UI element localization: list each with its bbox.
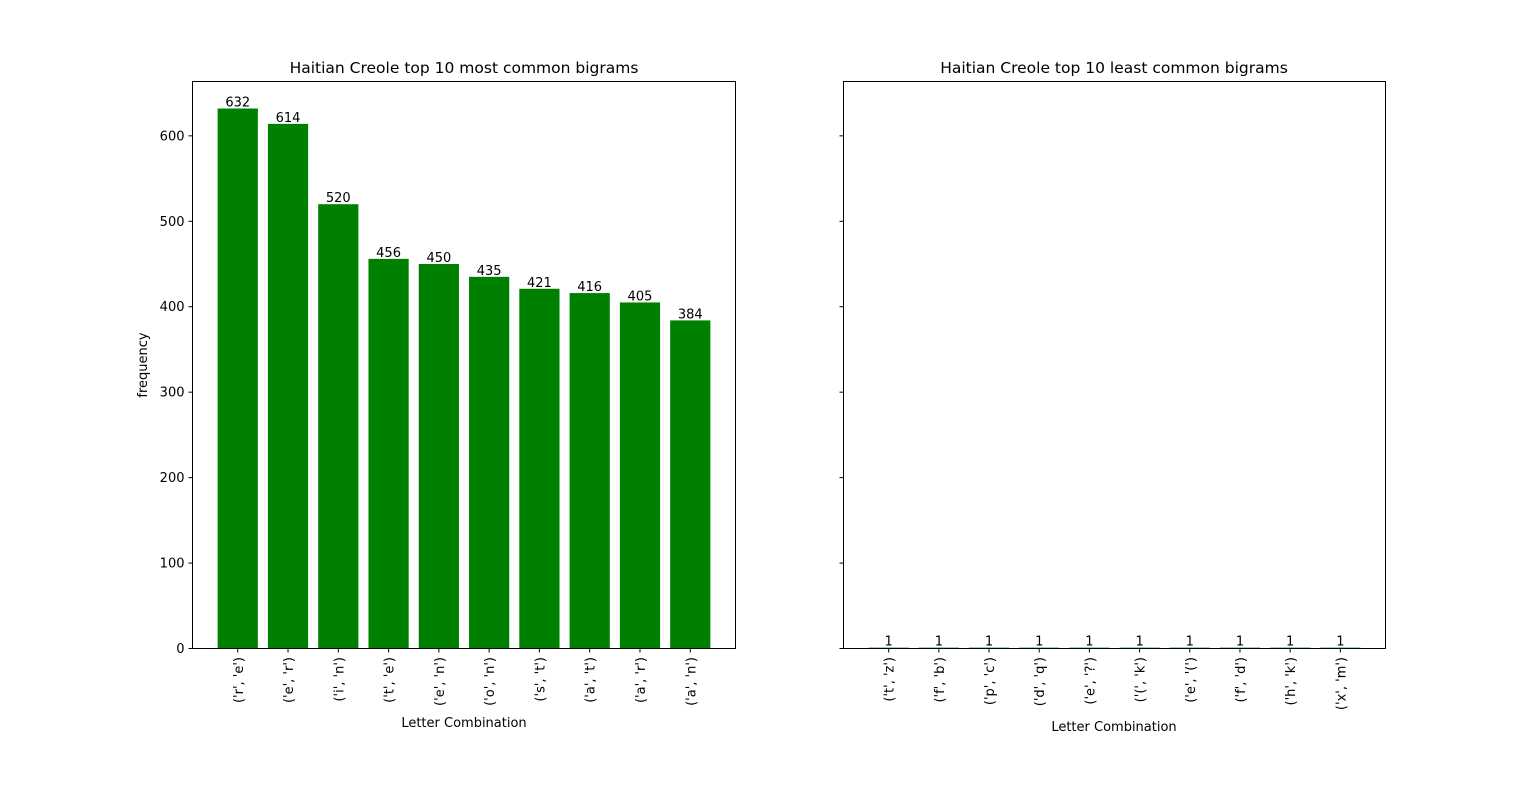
bar: [368, 258, 409, 649]
x-tick-label: ('h', 'k'): [1284, 657, 1299, 705]
bar: [519, 288, 560, 649]
bar: [670, 320, 711, 649]
plot-frame: [192, 81, 736, 649]
x-tick-label: ('e', 'n'): [433, 657, 448, 706]
plot-frame: [843, 81, 1386, 649]
x-axis-ticks: ('r', 'e') ('e', 'r') ('i', 'n') ('t', 'e')…: [232, 648, 699, 706]
y-axis-ticks: 0 100 200 300 400 500 600: [160, 129, 193, 657]
y-tick-label: 0: [176, 642, 184, 657]
x-tick-label: ('r', 'e'): [232, 657, 247, 703]
data-label: 1: [1085, 635, 1093, 650]
data-label: 1: [885, 635, 893, 650]
x-tick-label: ('a', 'n'): [684, 657, 699, 706]
x-axis-label: Letter Combination: [401, 716, 526, 731]
y-tick-label: 400: [160, 300, 185, 315]
data-label: 614: [276, 111, 301, 126]
x-tick-label: ('f', 'b'): [933, 657, 948, 703]
bar: [619, 302, 661, 649]
data-label: 456: [376, 246, 401, 261]
x-tick-label: ('p', 'c'): [983, 657, 998, 705]
chart-least-common: Haitian Creole top 10 least common bigra…: [839, 59, 1386, 735]
x-tick-label: ('a', 'r'): [634, 657, 649, 703]
x-tick-label: ('x', 'm'): [1334, 657, 1349, 710]
x-tick-label: ('(', 'k'): [1134, 657, 1149, 702]
x-tick-label: ('d', 'q'): [1033, 657, 1048, 706]
x-tick-label: ('t', 'z'): [883, 657, 898, 702]
x-tick-label: ('a', 't'): [584, 657, 599, 703]
y-tick-label: 100: [160, 557, 185, 572]
bar: [318, 204, 359, 649]
bar: [418, 264, 459, 649]
bars-group: 1 1 1 1 1 1 1 1 1 1: [868, 635, 1361, 650]
y-tick-label: 600: [160, 129, 185, 144]
x-tick-label: ('e', 'r'): [282, 657, 297, 703]
x-tick-label: ('t', 'e'): [383, 657, 398, 703]
chart-title: Haitian Creole top 10 most common bigram…: [290, 59, 639, 77]
y-tick-label: 300: [160, 386, 185, 401]
data-label: 421: [527, 276, 552, 291]
bar: [217, 108, 258, 649]
x-tick-label: ('e', '('): [1184, 657, 1199, 703]
x-tick-label: ('o', 'n'): [483, 657, 498, 706]
data-label: 520: [326, 191, 351, 206]
x-axis-ticks: ('t', 'z') ('f', 'b') ('p', 'c') ('d', 'q')…: [883, 648, 1349, 710]
y-axis-ticks: [839, 135, 844, 649]
x-tick-label: ('e', '?'): [1083, 657, 1098, 705]
data-label: 450: [426, 251, 451, 266]
data-label: 1: [1336, 635, 1344, 650]
data-label: 1: [935, 635, 943, 650]
bar: [469, 276, 510, 649]
data-label: 1: [1286, 635, 1294, 650]
data-label: 632: [225, 96, 250, 111]
bar: [267, 123, 309, 649]
data-label: 1: [1236, 635, 1244, 650]
bar: [569, 293, 610, 649]
x-axis-label: Letter Combination: [1051, 720, 1176, 735]
data-label: 435: [477, 264, 502, 279]
bars-group: 632 614 520 456 450 435 421 416 405 384: [217, 96, 711, 649]
x-tick-label: ('s', 't'): [533, 657, 548, 702]
chart-title: Haitian Creole top 10 least common bigra…: [940, 59, 1288, 77]
y-tick-label: 200: [160, 471, 185, 486]
y-axis-label: frequency: [136, 332, 151, 398]
data-label: 1: [1035, 635, 1043, 650]
chart-most-common: Haitian Creole top 10 most common bigram…: [136, 59, 736, 731]
data-label: 416: [577, 280, 602, 295]
x-tick-label: ('f', 'd'): [1234, 657, 1249, 703]
data-label: 384: [678, 307, 703, 322]
x-tick-label: ('i', 'n'): [332, 657, 347, 702]
data-label: 1: [985, 635, 993, 650]
data-label: 1: [1135, 635, 1143, 650]
data-label: 1: [1186, 635, 1194, 650]
data-label: 405: [628, 289, 653, 304]
y-tick-label: 500: [160, 215, 185, 230]
